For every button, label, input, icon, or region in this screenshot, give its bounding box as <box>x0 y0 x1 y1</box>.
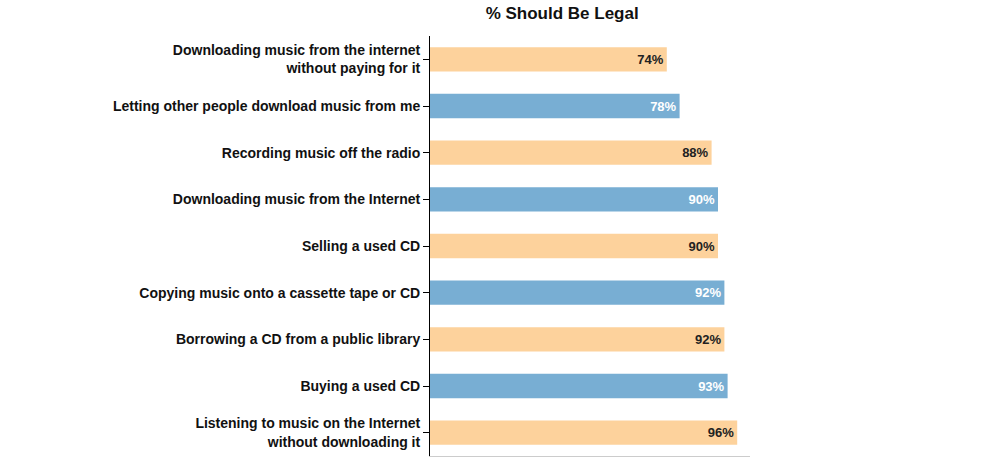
svg-text:Selling a used CD: Selling a used CD <box>302 238 420 254</box>
svg-text:% Should Be Legal: % Should Be Legal <box>486 4 639 23</box>
svg-text:96%: 96% <box>708 425 734 440</box>
svg-text:Downloading music from the Int: Downloading music from the Internet <box>173 191 421 207</box>
svg-text:88%: 88% <box>682 145 708 160</box>
svg-text:90%: 90% <box>689 192 715 207</box>
svg-text:93%: 93% <box>698 379 724 394</box>
svg-text:Listening to music on the Inte: Listening to music on the Internetwithou… <box>195 415 420 449</box>
svg-text:Downloading music from the int: Downloading music from the internetwitho… <box>173 42 421 76</box>
svg-text:Buying a used CD: Buying a used CD <box>300 378 420 394</box>
svg-text:74%: 74% <box>637 52 663 67</box>
svg-text:Letting other people download: Letting other people download music from… <box>113 98 420 114</box>
svg-text:Copying music onto a cassette: Copying music onto a cassette tape or CD <box>139 285 420 301</box>
svg-text:92%: 92% <box>695 285 721 300</box>
svg-text:92%: 92% <box>695 332 721 347</box>
svg-text:Recording music off the radio: Recording music off the radio <box>222 145 420 161</box>
svg-text:78%: 78% <box>650 99 676 114</box>
svg-text:90%: 90% <box>689 239 715 254</box>
svg-text:Borrowing a CD from a public l: Borrowing a CD from a public library <box>176 331 420 347</box>
